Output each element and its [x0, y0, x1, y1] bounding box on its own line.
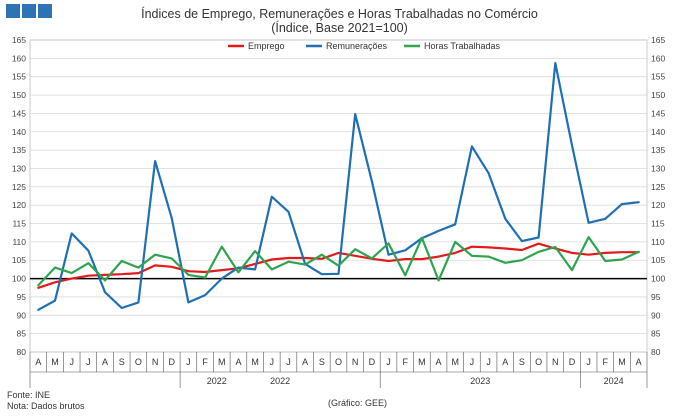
- x-tick-label: J: [386, 357, 391, 367]
- x-tick-label: J: [186, 357, 191, 367]
- x-tick-label: A: [302, 357, 308, 367]
- y-tick-label-right: 120: [651, 200, 665, 210]
- x-tick-label: F: [402, 357, 408, 367]
- x-tick-label: S: [119, 357, 125, 367]
- y-tick-label-right: 140: [651, 127, 665, 137]
- x-tick-label: M: [251, 357, 259, 367]
- x-tick-label: S: [319, 357, 325, 367]
- x-tick-label: N: [152, 357, 159, 367]
- y-tick-label-left: 95: [17, 292, 27, 302]
- x-tick-label: J: [486, 357, 491, 367]
- y-tick-label-right: 165: [651, 35, 665, 45]
- y-tick-label-left: 160: [12, 53, 26, 63]
- y-tick-label-left: 130: [12, 163, 26, 173]
- y-tick-label-right: 90: [651, 310, 661, 320]
- x-tick-label: M: [418, 357, 426, 367]
- legend-label-emprego: Emprego: [248, 41, 285, 51]
- data-note: Nota: Dados brutos: [7, 401, 85, 411]
- y-tick-label-left: 150: [12, 90, 26, 100]
- x-tick-label: S: [519, 357, 525, 367]
- y-tick-label-left: 145: [12, 108, 26, 118]
- y-tick-label-right: 115: [651, 219, 665, 229]
- x-tick-label: D: [369, 357, 376, 367]
- logo-square-1: [6, 4, 20, 18]
- x-tick-label: D: [569, 357, 576, 367]
- y-tick-label-left: 80: [17, 347, 27, 357]
- x-tick-label: F: [603, 357, 609, 367]
- year-label: 2024: [604, 376, 624, 386]
- x-tick-label: O: [135, 357, 142, 367]
- source-note: Fonte: INE: [7, 390, 51, 400]
- x-tick-label: J: [286, 357, 291, 367]
- y-tick-label-right: 155: [651, 72, 665, 82]
- plot-frame: [29, 39, 648, 353]
- y-tick-label-right: 135: [651, 145, 665, 155]
- y-tick-label-right: 160: [651, 53, 665, 63]
- y-tick-label-right: 85: [651, 329, 661, 339]
- y-tick-label-right: 80: [651, 347, 661, 357]
- y-tick-label-right: 105: [651, 255, 665, 265]
- y-tick-label-left: 85: [17, 329, 27, 339]
- y-tick-label-left: 105: [12, 255, 26, 265]
- series-line-horas-trabalhadas: [37, 236, 640, 287]
- logo-square-3: [38, 4, 52, 18]
- year-label: 2023: [470, 376, 490, 386]
- legend-label-remunerações: Remunerações: [326, 41, 388, 51]
- chart-title: Índices de Emprego, Remunerações e Horas…: [141, 7, 538, 21]
- x-tick-label: D: [168, 357, 175, 367]
- x-tick-label: M: [618, 357, 626, 367]
- x-tick-label: A: [35, 357, 41, 367]
- y-tick-label-left: 135: [12, 145, 26, 155]
- x-tick-label: O: [535, 357, 542, 367]
- x-tick-label: M: [51, 357, 59, 367]
- y-tick-label-left: 100: [12, 274, 26, 284]
- y-tick-label-left: 140: [12, 127, 26, 137]
- x-tick-label: J: [470, 357, 475, 367]
- y-tick-label-left: 110: [12, 237, 26, 247]
- logo-square-2: [22, 4, 36, 18]
- x-tick-label: N: [352, 357, 359, 367]
- y-tick-label-right: 95: [651, 292, 661, 302]
- x-tick-label: A: [235, 357, 241, 367]
- y-tick-label-left: 90: [17, 310, 27, 320]
- y-tick-label-left: 120: [12, 200, 26, 210]
- y-tick-label-left: 155: [12, 72, 26, 82]
- x-tick-label: J: [69, 357, 74, 367]
- y-tick-label-right: 130: [651, 163, 665, 173]
- year-label: 2022: [207, 376, 227, 386]
- x-tick-label: A: [502, 357, 508, 367]
- x-tick-label: A: [102, 357, 108, 367]
- year-label: 2022: [270, 376, 290, 386]
- y-tick-label-right: 100: [651, 274, 665, 284]
- x-tick-label: N: [552, 357, 559, 367]
- y-tick-label-left: 125: [12, 182, 26, 192]
- x-tick-label: M: [218, 357, 226, 367]
- chart-subtitle: (Índice, Base 2021=100): [271, 21, 408, 35]
- legend-label-horas-trabalhadas: Horas Trabalhadas: [424, 41, 501, 51]
- x-tick-label: J: [86, 357, 91, 367]
- x-tick-label: A: [636, 357, 642, 367]
- y-tick-label-right: 110: [651, 237, 665, 247]
- x-tick-label: F: [202, 357, 208, 367]
- series-line-remunerações: [37, 61, 640, 311]
- x-tick-label: M: [451, 357, 459, 367]
- chart-credit: (Gráfico: GEE): [328, 398, 388, 408]
- y-tick-label-right: 125: [651, 182, 665, 192]
- y-tick-label-left: 115: [12, 219, 26, 229]
- x-tick-label: A: [436, 357, 442, 367]
- series-line-emprego: [37, 242, 640, 289]
- y-tick-label-right: 150: [651, 90, 665, 100]
- x-tick-label: J: [270, 357, 275, 367]
- y-tick-label-right: 145: [651, 108, 665, 118]
- x-tick-label: O: [335, 357, 342, 367]
- x-tick-label: J: [586, 357, 591, 367]
- y-tick-label-left: 165: [12, 35, 26, 45]
